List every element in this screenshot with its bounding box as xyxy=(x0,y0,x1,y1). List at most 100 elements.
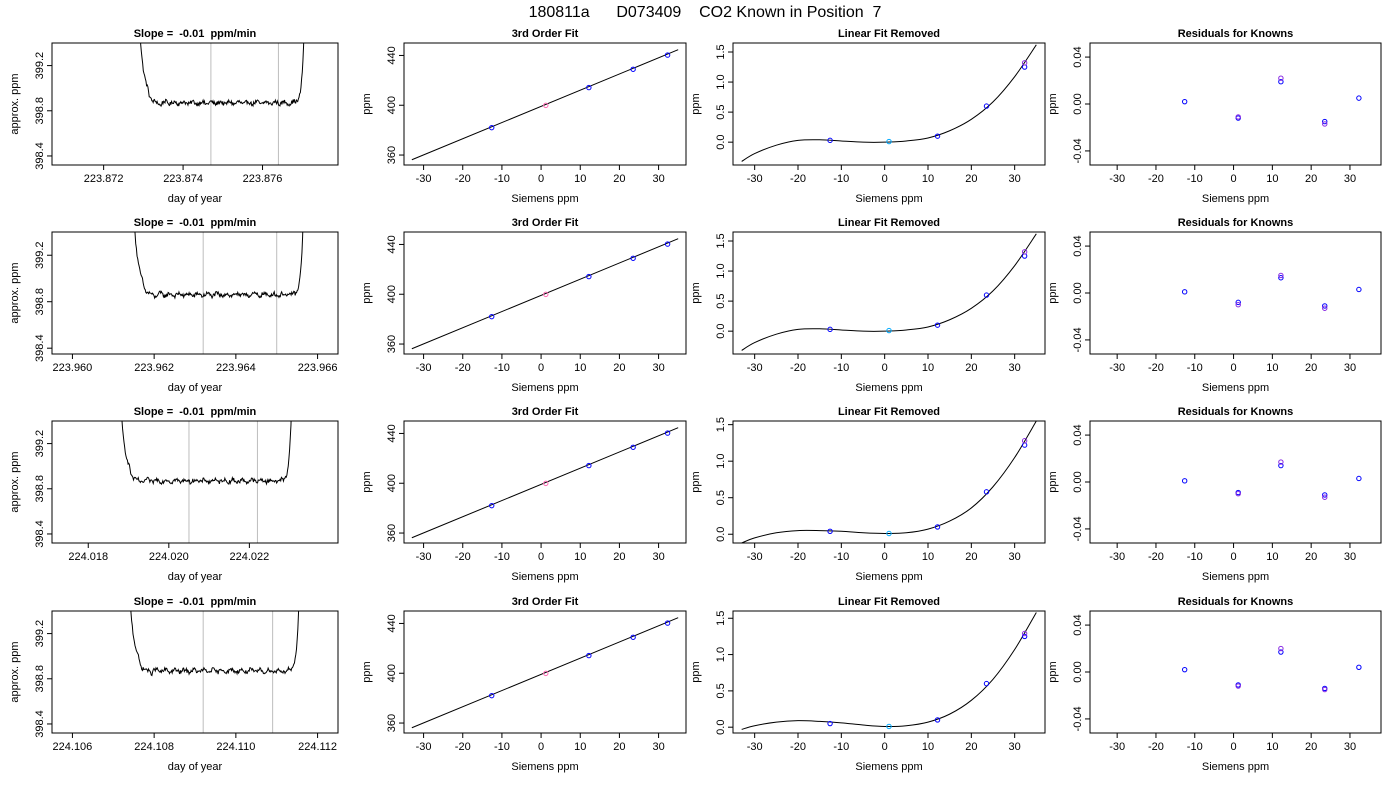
x-tick-label: 0 xyxy=(882,362,888,374)
data-point xyxy=(664,52,671,58)
x-tick-label: 10 xyxy=(922,741,934,753)
data-point xyxy=(489,692,495,699)
y-tick-label: 0.04 xyxy=(1072,46,1084,67)
y-axis-label: ppm xyxy=(361,661,373,682)
data-point xyxy=(1278,459,1284,465)
plot-area xyxy=(134,232,304,354)
fit-curve xyxy=(741,612,1037,730)
y-tick-label: 398.4 xyxy=(34,520,46,548)
x-tick-label: 30 xyxy=(1344,173,1356,185)
y-tick-label: 1.0 xyxy=(715,647,727,662)
data-point xyxy=(1021,438,1028,444)
x-tick-label: -30 xyxy=(416,741,432,753)
x-tick-label: -30 xyxy=(1109,741,1125,753)
data-point xyxy=(586,462,592,469)
data-point xyxy=(543,480,549,487)
x-tick-label: 30 xyxy=(652,741,664,753)
x-tick-label: -20 xyxy=(455,741,471,753)
y-tick-label: 0.5 xyxy=(715,490,727,505)
y-tick-label: 360 xyxy=(386,146,398,164)
panel-r4-c1: Slope = -0.01 ppm/min day of year approx. … xyxy=(9,596,339,773)
y-axis-label: approx. ppm xyxy=(9,451,21,512)
x-tick-label: 10 xyxy=(922,551,934,563)
x-tick-label: 0 xyxy=(538,551,544,563)
panel-title: Residuals for Knowns xyxy=(1178,217,1294,229)
data-point xyxy=(630,255,636,261)
y-tick-label: 398.4 xyxy=(34,710,46,738)
x-tick-label: -30 xyxy=(747,551,763,563)
x-tick-label: -10 xyxy=(494,741,510,753)
data-point xyxy=(489,124,495,131)
y-tick-label: 1.0 xyxy=(715,263,727,278)
data-point xyxy=(1278,75,1284,81)
panel-r2-c1: Slope = -0.01 ppm/min day of year approx. … xyxy=(9,217,339,394)
plot-frame xyxy=(732,420,1046,544)
plot-area xyxy=(121,421,292,543)
y-tick-label: 398.4 xyxy=(34,334,46,362)
y-tick-label: 398.8 xyxy=(34,665,46,693)
data-point xyxy=(1235,302,1241,308)
x-tick-label: 20 xyxy=(1305,741,1317,753)
y-tick-label: 1.5 xyxy=(715,44,727,59)
y-tick-label: 1.0 xyxy=(715,74,727,89)
fit-line xyxy=(411,427,679,539)
fit-curve xyxy=(741,44,1037,162)
data-point xyxy=(1021,442,1028,448)
plot-frame xyxy=(403,231,687,355)
data-point xyxy=(664,430,671,436)
data-point xyxy=(934,133,941,139)
x-axis-label: Siemens ppm xyxy=(511,761,578,773)
panel-r1-c3: Linear Fit Removed Siemens ppm ppm -30 -20 -1… xyxy=(690,28,1046,205)
panel-r1-c2: 3rd Order Fit Siemens ppm ppm -30 -20 -10 0 10 2… xyxy=(361,28,687,205)
y-tick-label: 0.0 xyxy=(715,527,727,542)
x-tick-label: -20 xyxy=(455,362,471,374)
x-axis-label: Siemens ppm xyxy=(855,193,922,205)
y-tick-label: 0.04 xyxy=(1072,614,1084,635)
x-tick-label: 30 xyxy=(652,173,664,185)
x-tick-label: 0 xyxy=(882,173,888,185)
x-tick-label: 20 xyxy=(1305,173,1317,185)
plot-area xyxy=(411,617,679,729)
panel-r2-c4: Residuals for Knowns Siemens ppm ppm -30 -20… xyxy=(1047,217,1382,394)
x-tick-label: 20 xyxy=(1305,362,1317,374)
x-tick-label: -10 xyxy=(833,362,849,374)
x-axis-label: Siemens ppm xyxy=(511,382,578,394)
concentration-trace xyxy=(134,232,304,300)
y-axis-label: ppm xyxy=(690,282,702,303)
y-tick-label: 0.0 xyxy=(715,720,727,735)
y-axis-label: ppm xyxy=(361,282,373,303)
data-point xyxy=(489,313,495,320)
fit-curve xyxy=(741,421,1037,543)
x-axis-label: Siemens ppm xyxy=(1202,571,1269,583)
data-point xyxy=(1235,683,1241,689)
plot-frame xyxy=(732,42,1046,166)
plot-area xyxy=(1181,459,1362,500)
data-point xyxy=(1021,60,1028,66)
y-tick-label: 400 xyxy=(386,474,398,492)
y-tick-label: 0.04 xyxy=(1072,424,1084,445)
x-tick-label: 224.106 xyxy=(53,741,93,753)
y-tick-label: 0.00 xyxy=(1072,661,1084,682)
x-tick-label: -30 xyxy=(1109,362,1125,374)
x-tick-label: 20 xyxy=(613,362,625,374)
x-tick-label: -10 xyxy=(833,741,849,753)
x-tick-label: 20 xyxy=(613,551,625,563)
data-point xyxy=(1322,303,1328,309)
panel-title: Slope = -0.01 ppm/min xyxy=(134,596,257,608)
data-point xyxy=(1278,272,1284,279)
plot-frame xyxy=(51,231,339,355)
data-point xyxy=(1278,79,1284,85)
y-axis-label: ppm xyxy=(1047,471,1059,492)
data-point xyxy=(543,102,549,109)
plot-frame xyxy=(1089,231,1382,355)
data-point xyxy=(630,444,636,450)
x-tick-label: -20 xyxy=(790,173,806,185)
x-tick-label: 224.020 xyxy=(149,551,189,563)
panel-title: Residuals for Knowns xyxy=(1178,596,1294,608)
x-tick-label: 20 xyxy=(965,551,977,563)
x-tick-label: -30 xyxy=(1109,173,1125,185)
x-tick-label: 0 xyxy=(538,362,544,374)
x-axis-label: Siemens ppm xyxy=(855,571,922,583)
panel-title: Slope = -0.01 ppm/min xyxy=(134,406,257,418)
x-axis-label: Siemens ppm xyxy=(855,382,922,394)
